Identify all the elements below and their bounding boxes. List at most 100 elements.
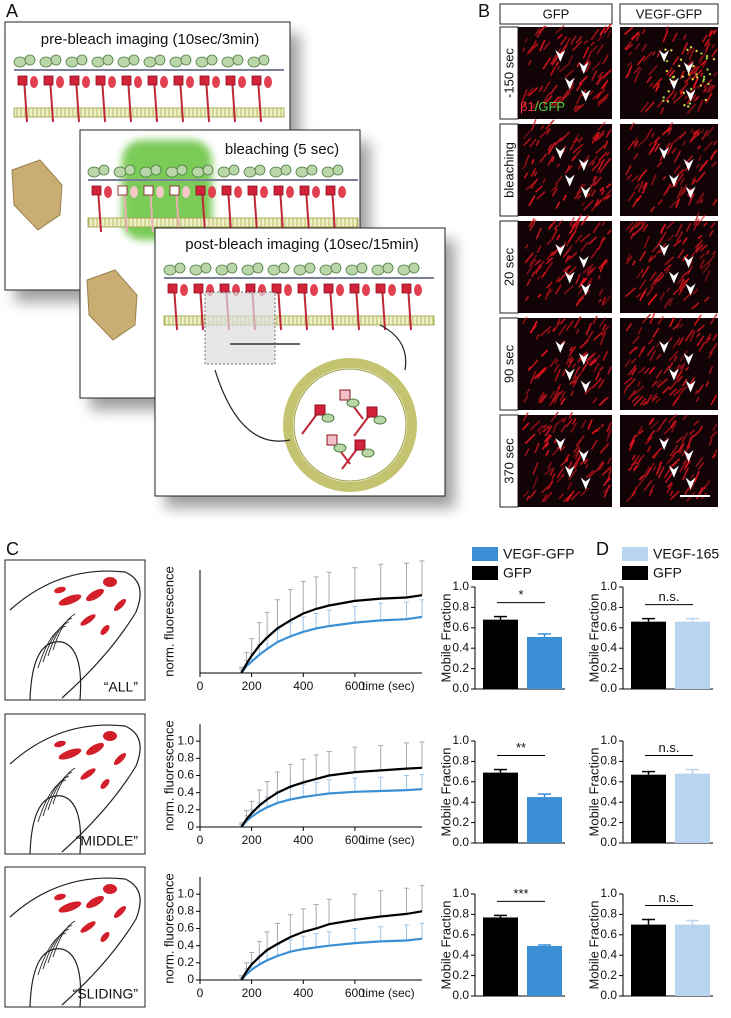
texture bbox=[699, 163, 704, 170]
texture bbox=[522, 137, 532, 147]
texture bbox=[562, 194, 567, 201]
texture bbox=[586, 192, 591, 198]
texture bbox=[597, 158, 605, 171]
fluorescence-curve bbox=[240, 788, 423, 828]
texture bbox=[693, 470, 700, 483]
texture bbox=[579, 289, 591, 300]
texture bbox=[555, 276, 561, 283]
texture bbox=[693, 218, 700, 231]
texture bbox=[573, 368, 579, 377]
vinculin bbox=[382, 262, 394, 274]
texture bbox=[589, 359, 597, 367]
adhesion bbox=[80, 768, 96, 780]
texture bbox=[701, 129, 709, 141]
texture bbox=[591, 69, 598, 82]
texture bbox=[684, 366, 690, 371]
texture bbox=[574, 221, 580, 231]
texture bbox=[530, 168, 537, 177]
legend-label: GFP bbox=[653, 565, 682, 581]
texture bbox=[524, 433, 536, 445]
y-tick-label: 0.0 bbox=[452, 681, 469, 695]
texture bbox=[559, 35, 568, 46]
cell-outline bbox=[9, 724, 141, 853]
texture bbox=[588, 467, 600, 478]
legend-swatch bbox=[622, 547, 648, 561]
texture bbox=[581, 183, 586, 189]
receptor-body bbox=[286, 186, 294, 198]
texture bbox=[550, 156, 555, 163]
texture bbox=[529, 254, 538, 265]
texture bbox=[585, 463, 589, 469]
texture bbox=[677, 173, 685, 182]
vesicle-talin bbox=[346, 398, 360, 408]
texture bbox=[560, 459, 567, 467]
texture bbox=[596, 35, 604, 42]
texture bbox=[591, 91, 602, 100]
texture bbox=[534, 259, 542, 266]
texture bbox=[679, 460, 687, 473]
y-axis-label: Mobile Fraction bbox=[438, 901, 453, 990]
texture bbox=[699, 253, 705, 260]
texture bbox=[671, 450, 679, 457]
texture bbox=[703, 296, 710, 303]
texture bbox=[575, 273, 581, 285]
texture bbox=[665, 221, 675, 230]
texture bbox=[526, 495, 530, 501]
texture bbox=[663, 424, 675, 435]
texture bbox=[668, 379, 678, 391]
texture bbox=[553, 439, 557, 444]
x-tick-label: 200 bbox=[242, 986, 262, 1000]
bar bbox=[675, 924, 710, 996]
receptor-body bbox=[134, 76, 142, 88]
x-tick-label: 600 bbox=[345, 833, 365, 847]
arrowhead bbox=[685, 380, 696, 393]
membrane bbox=[87, 217, 359, 228]
vesicle-head bbox=[314, 404, 326, 416]
texture bbox=[641, 182, 649, 195]
cell-box bbox=[4, 559, 146, 701]
receptor-head bbox=[401, 283, 412, 294]
bleach-spot bbox=[122, 140, 212, 240]
texture bbox=[675, 231, 684, 243]
texture bbox=[625, 322, 633, 332]
texture bbox=[671, 32, 678, 42]
arrowhead bbox=[659, 50, 670, 62]
texture bbox=[572, 380, 578, 388]
texture bbox=[557, 383, 562, 390]
adhesion bbox=[54, 586, 66, 594]
texture bbox=[545, 256, 554, 265]
texture bbox=[695, 456, 704, 468]
texture bbox=[561, 369, 567, 377]
texture bbox=[600, 189, 605, 196]
texture bbox=[538, 85, 544, 93]
texture bbox=[601, 325, 610, 337]
texture bbox=[596, 77, 602, 86]
receptor-body bbox=[310, 284, 318, 296]
texture bbox=[705, 41, 711, 52]
texture bbox=[660, 107, 665, 115]
texture bbox=[696, 332, 701, 338]
texture bbox=[709, 29, 715, 35]
texture bbox=[585, 62, 592, 73]
texture bbox=[698, 55, 703, 62]
texture bbox=[604, 260, 609, 266]
texture bbox=[687, 265, 693, 275]
adhesion bbox=[113, 598, 127, 612]
texture bbox=[668, 69, 676, 78]
texture bbox=[673, 181, 678, 188]
texture bbox=[694, 239, 703, 252]
vinculin bbox=[202, 164, 214, 176]
texture bbox=[664, 472, 673, 484]
fiber bbox=[47, 924, 73, 964]
texture bbox=[577, 288, 583, 295]
fluorescence-curve bbox=[240, 937, 423, 981]
texture bbox=[556, 234, 561, 240]
texture bbox=[539, 39, 546, 52]
texture bbox=[682, 378, 688, 387]
receptor-head bbox=[273, 185, 284, 196]
arrowhead bbox=[685, 186, 696, 199]
receptor-body bbox=[160, 76, 168, 88]
y-tick-label: 0.4 bbox=[452, 640, 469, 654]
texture bbox=[524, 295, 530, 302]
texture bbox=[648, 142, 653, 147]
